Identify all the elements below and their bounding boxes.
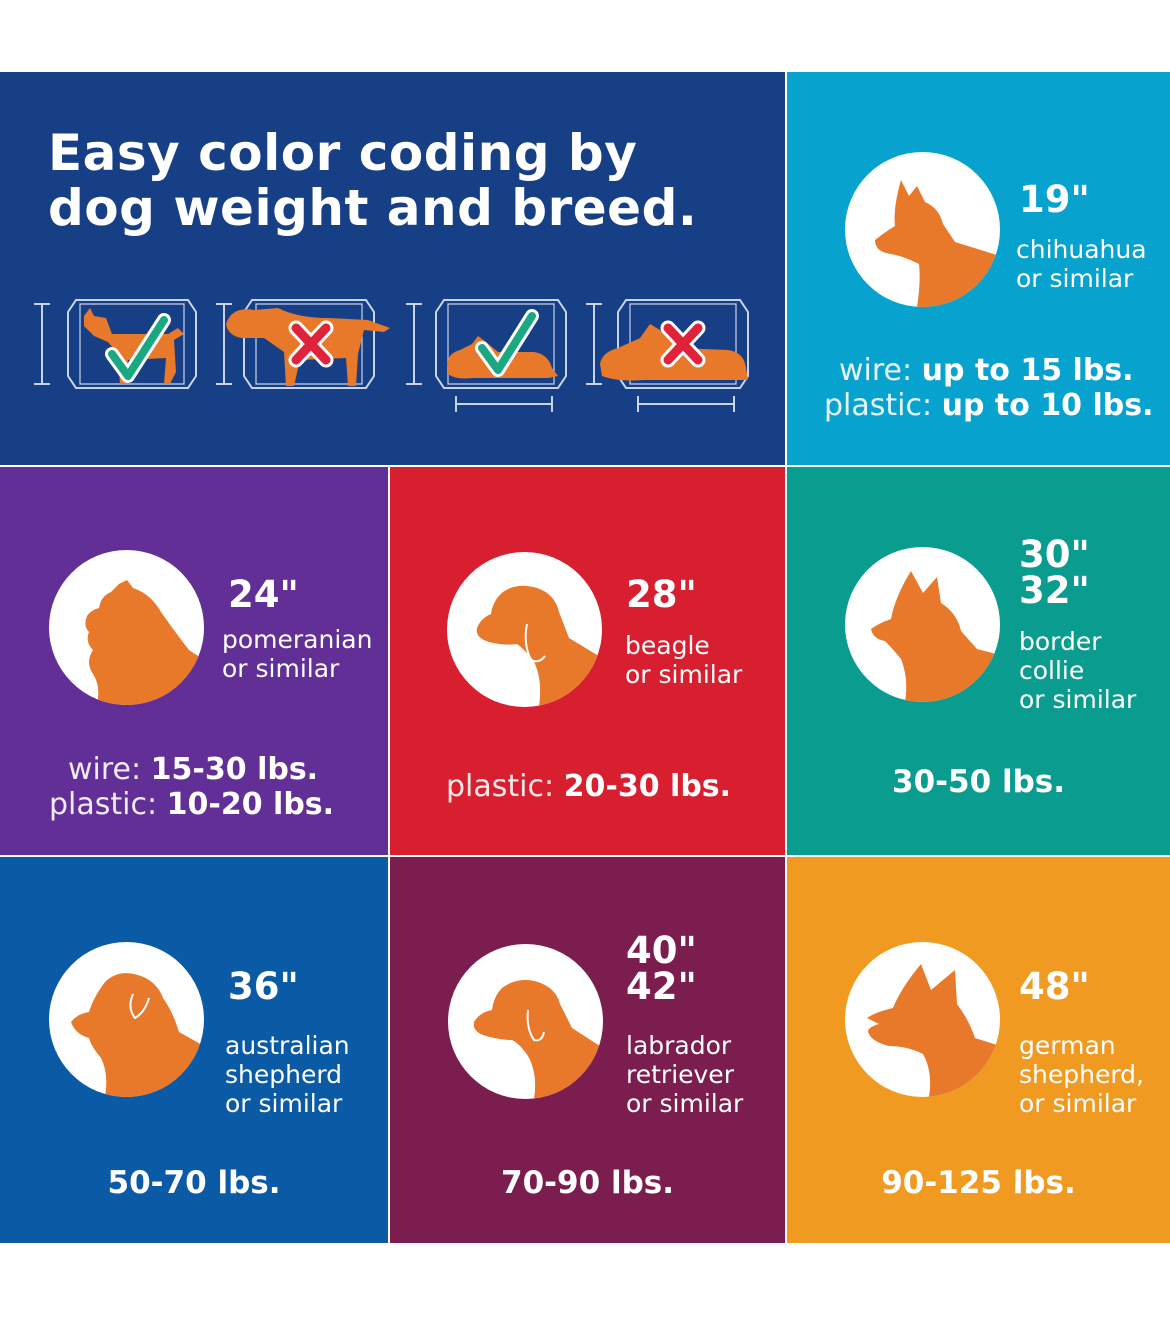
crate-fit-illustration [28,294,758,419]
crate-3-check-icon [475,309,539,377]
crate-size: 24" [228,573,299,616]
plastic-weight: plastic: 20-30 lbs. [446,769,732,804]
chihuahua-silhouette-icon [845,152,1000,307]
headline: Easy color coding by dog weight and bree… [48,124,698,237]
labrador-silhouette-icon [448,944,603,1099]
plastic-weight: plastic: 10-20 lbs. [49,787,335,822]
tile-chihuahua: 19" chihuahua or similar wire: up to 15 … [787,72,1170,465]
pomeranian-silhouette-icon [49,550,204,705]
crate-size: 19" [1019,178,1090,221]
breed-label: pomeranian or similar [222,625,373,683]
breed-label: labrador retriever or similar [626,1031,744,1118]
weight-range: 70-90 lbs. [501,1165,674,1201]
border-collie-silhouette-icon [845,547,1000,702]
size-guide-grid: Easy color coding by dog weight and bree… [0,72,1170,1243]
tile-labrador-retriever: 40" 42" labrador retriever or similar 70… [390,857,785,1243]
crate-1-check-icon [105,313,171,383]
breed-label: australian shepherd or similar [225,1031,350,1118]
breed-label: chihuahua or similar [1016,235,1147,293]
tile-beagle: 28" beagle or similar plastic: 20-30 lbs… [390,467,785,855]
breed-label: beagle or similar [625,631,743,689]
crate-size: 48" [1019,965,1090,1008]
hero-panel: Easy color coding by dog weight and bree… [0,72,785,465]
weight-range: 90-125 lbs. [881,1165,1076,1201]
crate-4-x-icon [660,320,706,368]
crate-2-x-icon [288,320,334,368]
weight-range: 30-50 lbs. [892,764,1065,800]
breed-label: border collie or similar [1019,627,1137,714]
australian-shepherd-silhouette-icon [49,942,204,1097]
wire-weight: wire: up to 15 lbs. [839,353,1134,388]
tile-australian-shepherd: 36" australian shepherd or similar 50-70… [0,857,388,1243]
crate-size: 36" [228,965,299,1008]
tile-pomeranian: 24" pomeranian or similar wire: 15-30 lb… [0,467,388,855]
tile-border-collie: 30" 32" border collie or similar 30-50 l… [787,467,1170,855]
crate-size: 40" 42" [626,929,697,1008]
beagle-silhouette-icon [447,552,602,707]
plastic-weight: plastic: up to 10 lbs. [824,388,1154,423]
crate-size: 28" [626,573,697,616]
tile-german-shepherd: 48" german shepherd, or similar 90-125 l… [787,857,1170,1243]
wire-weight: wire: 15-30 lbs. [68,752,319,787]
crate-diagrams [34,299,749,412]
crate-size: 30" 32" [1019,533,1090,612]
weight-range: 50-70 lbs. [107,1165,281,1201]
breed-label: german shepherd, or similar [1019,1031,1144,1118]
german-shepherd-silhouette-icon [845,942,1000,1097]
